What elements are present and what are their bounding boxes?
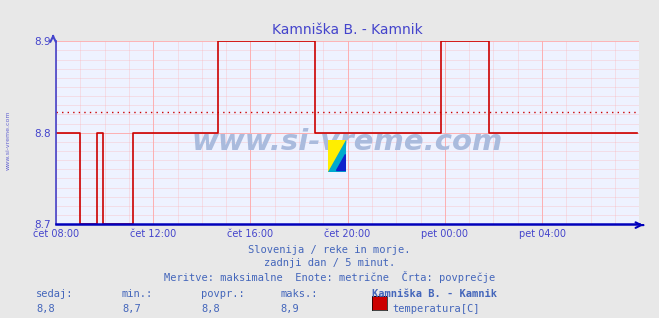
Text: 8,9: 8,9 (280, 304, 299, 314)
Polygon shape (328, 140, 346, 172)
Text: 8,8: 8,8 (36, 304, 55, 314)
Text: www.si-vreme.com: www.si-vreme.com (192, 128, 503, 156)
Text: min.:: min.: (122, 289, 153, 299)
Text: Slovenija / reke in morje.: Slovenija / reke in morje. (248, 245, 411, 255)
Text: sedaj:: sedaj: (36, 289, 74, 299)
Polygon shape (336, 154, 345, 170)
Title: Kamniška B. - Kamnik: Kamniška B. - Kamnik (272, 24, 423, 38)
Text: Kamniška B. - Kamnik: Kamniška B. - Kamnik (372, 289, 498, 299)
Text: 8,8: 8,8 (201, 304, 219, 314)
Text: temperatura[C]: temperatura[C] (392, 304, 480, 314)
Polygon shape (328, 140, 346, 172)
Text: www.si-vreme.com: www.si-vreme.com (6, 110, 11, 170)
Text: Meritve: maksimalne  Enote: metrične  Črta: povprečje: Meritve: maksimalne Enote: metrične Črta… (164, 271, 495, 283)
Text: maks.:: maks.: (280, 289, 318, 299)
Text: zadnji dan / 5 minut.: zadnji dan / 5 minut. (264, 258, 395, 268)
Text: povpr.:: povpr.: (201, 289, 244, 299)
Text: 8,7: 8,7 (122, 304, 140, 314)
